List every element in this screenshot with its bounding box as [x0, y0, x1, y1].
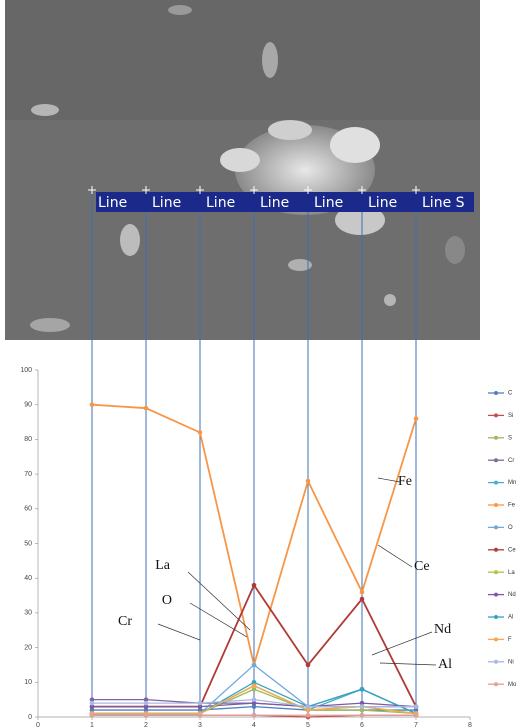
- legend-label: La: [508, 570, 515, 576]
- data-point: [252, 683, 257, 688]
- data-point: [144, 713, 149, 718]
- data-point: [360, 704, 365, 709]
- annotation-leader: [158, 624, 200, 640]
- data-point: [360, 687, 365, 692]
- legend-label: C: [508, 391, 513, 397]
- legend-marker: [494, 570, 498, 574]
- legend-marker: [494, 413, 498, 417]
- data-point: [90, 402, 95, 407]
- x-tick-label: 1: [90, 722, 94, 728]
- y-tick-label: 10: [24, 679, 32, 686]
- legend-label: O: [508, 525, 513, 531]
- annotation: O: [162, 593, 172, 608]
- legend-label: Si: [508, 413, 513, 419]
- data-point: [414, 416, 419, 421]
- legend-label: Ni: [508, 659, 514, 665]
- image-label: Line: [152, 195, 181, 211]
- y-tick-label: 100: [20, 367, 32, 374]
- y-tick-label: 20: [24, 644, 32, 651]
- y-tick-label: 50: [24, 540, 32, 547]
- data-point: [144, 406, 149, 411]
- legend-label: Cr: [508, 458, 514, 464]
- data-point: [252, 663, 257, 668]
- legend-marker: [494, 525, 498, 529]
- data-point: [90, 713, 95, 718]
- annotation-leader: [188, 572, 250, 630]
- x-tick-label: 5: [306, 722, 310, 728]
- annotation: Cr: [118, 614, 132, 629]
- x-tick-label: 6: [360, 722, 364, 728]
- page: 0 10 20 30 40 50 60 70 80 90 100 0 1 2 3 4 5 6 7 8 Line Line L…: [0, 0, 527, 728]
- data-point: [306, 663, 311, 668]
- image-label: Line S: [422, 195, 465, 211]
- data-point: [252, 697, 257, 702]
- annotation-leader: [378, 545, 412, 567]
- x-tick-label: 8: [468, 722, 472, 728]
- data-point: [414, 704, 419, 709]
- data-point: [306, 713, 311, 718]
- annotation: Fe: [398, 474, 412, 489]
- data-point: [360, 597, 365, 602]
- legend-marker: [494, 637, 498, 641]
- data-point: [252, 713, 257, 718]
- legend-label: Nd: [508, 592, 516, 598]
- x-tick-label: 7: [414, 722, 418, 728]
- legend-label: Fe: [508, 503, 516, 509]
- annotation: Ce: [414, 559, 430, 574]
- annotation: Nd: [434, 622, 451, 637]
- y-tick-label: 80: [24, 436, 32, 443]
- data-point: [306, 704, 311, 709]
- legend-marker: [494, 548, 498, 552]
- data-point: [198, 713, 203, 718]
- data-point: [360, 713, 365, 718]
- data-point: [144, 701, 149, 706]
- legend-label: Mo: [508, 682, 517, 688]
- image-label: Line: [314, 195, 343, 211]
- image-label: Line: [368, 195, 397, 211]
- legend-marker: [494, 615, 498, 619]
- legend-label: F: [508, 637, 512, 643]
- legend-label: Al: [508, 615, 513, 621]
- data-point: [414, 713, 419, 718]
- data-point: [252, 583, 257, 588]
- legend-marker: [494, 436, 498, 440]
- legend-label: Mn: [508, 480, 516, 486]
- legend-marker: [494, 458, 498, 462]
- legend-marker: [494, 593, 498, 597]
- legend-marker: [494, 660, 498, 664]
- data-point: [90, 701, 95, 706]
- x-tick-label: 3: [198, 722, 202, 728]
- legend-label: S: [508, 435, 512, 441]
- x-tick-label: 4: [252, 722, 256, 728]
- annotation: Al: [438, 657, 452, 672]
- legend-label: Ce: [508, 547, 516, 553]
- y-tick-label: 90: [24, 402, 32, 409]
- legend-marker: [494, 391, 498, 395]
- y-tick-label: 60: [24, 506, 32, 513]
- micrograph: [5, 0, 480, 340]
- image-label: Line: [260, 195, 289, 211]
- annotation: La: [155, 558, 171, 573]
- data-point: [360, 590, 365, 595]
- y-tick-label: 0: [28, 714, 32, 721]
- annotation-leader: [380, 663, 436, 665]
- image-label: Line: [98, 195, 127, 211]
- x-tick-label: 2: [144, 722, 148, 728]
- data-point: [198, 701, 203, 706]
- data-point: [306, 479, 311, 484]
- legend-marker: [494, 682, 498, 686]
- y-tick-label: 40: [24, 575, 32, 582]
- image-label: Line: [206, 195, 235, 211]
- y-tick-label: 70: [24, 471, 32, 478]
- legend-marker: [494, 503, 498, 507]
- legend-marker: [494, 481, 498, 485]
- x-tick-label: 0: [36, 722, 40, 728]
- y-tick-label: 30: [24, 610, 32, 617]
- data-point: [198, 430, 203, 435]
